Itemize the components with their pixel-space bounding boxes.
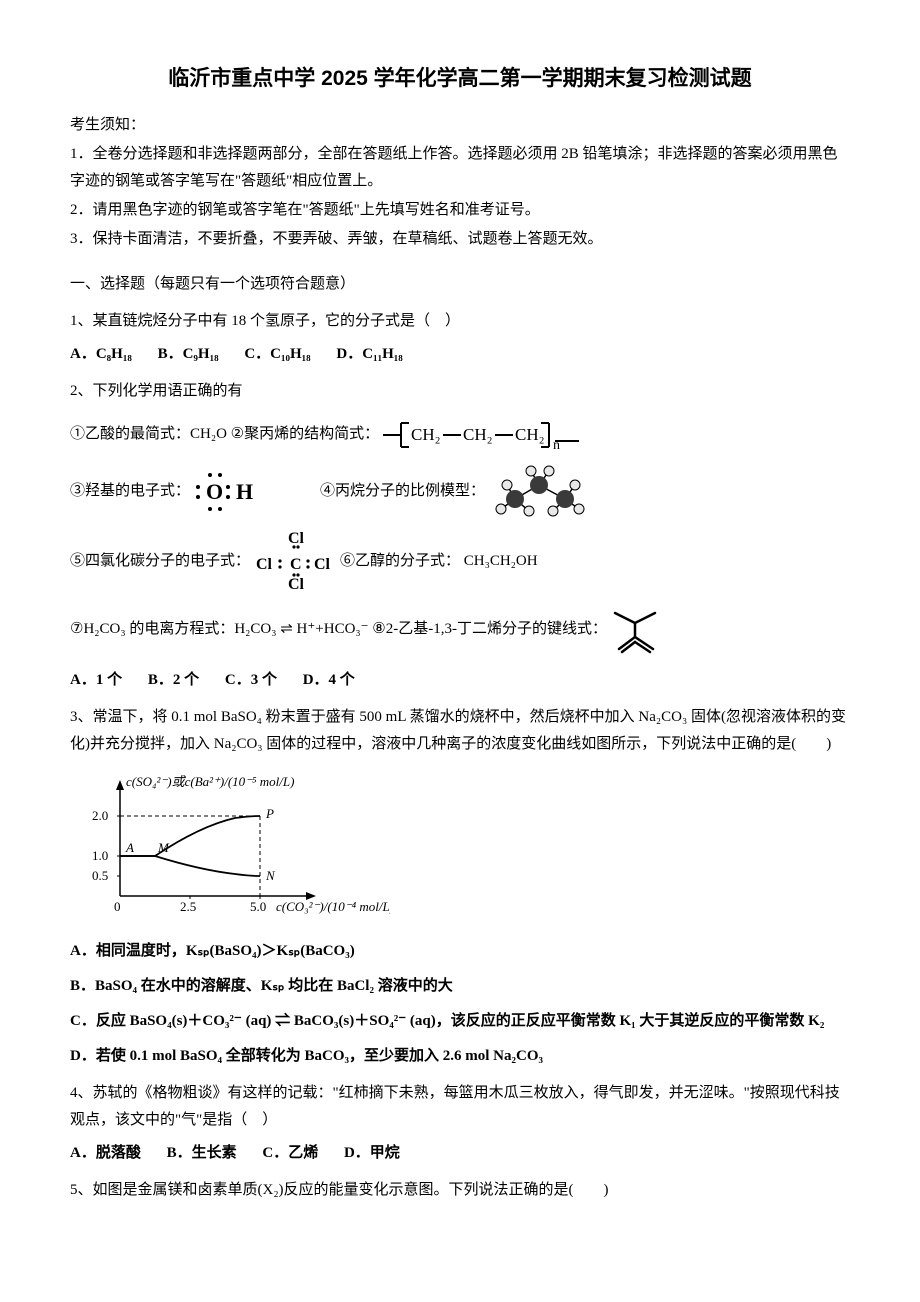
- section-1-header: 一、选择题（每题只有一个选项符合题意）: [70, 271, 850, 298]
- q2-options: A．1 个 B．2 个 C．3 个 D．4 个: [70, 667, 850, 694]
- q4-opt-a: A．脱落酸: [70, 1145, 141, 1161]
- q3-opt-d: D．若使 0.1 mol BaSO₄ 全部转化为 BaCO₃，至少要加入 2.6…: [70, 1043, 850, 1070]
- q2-item34: ③羟基的电子式： O H ④丙烷分子的比例模型：: [70, 465, 850, 519]
- q2-item56: ⑤四氯化碳分子的电子式： Cl Cl Cl Cl C ⑥乙醇的分子式： CH₃C…: [70, 531, 850, 593]
- q2-stem: 2、下列化学用语正确的有: [70, 378, 850, 405]
- q1-stem: 1、某直链烷烃分子中有 18 个氢原子，它的分子式是（ ）: [70, 308, 850, 335]
- bondline-diene-icon: [607, 605, 697, 655]
- svg-text:O: O: [206, 479, 223, 504]
- q2-opt-d: D．4 个: [303, 672, 355, 688]
- q1-opt-a: A．C₈H₁₈: [70, 346, 132, 362]
- q5-stem: 5、如图是金属镁和卤素单质(X₂)反应的能量变化示意图。下列说法正确的是( ): [70, 1177, 850, 1204]
- svg-text:N: N: [265, 868, 276, 883]
- q4-options: A．脱落酸 B．生长素 C．乙烯 D．甲烷: [70, 1140, 850, 1167]
- q3-stem: 3、常温下，将 0.1 mol BaSO₄ 粉末置于盛有 500 mL 蒸馏水的…: [70, 704, 850, 758]
- svg-text:5.0: 5.0: [250, 899, 266, 914]
- svg-text:Cl: Cl: [314, 556, 331, 573]
- svg-text:CH₂: CH₂: [515, 425, 545, 444]
- svg-text:C: C: [290, 556, 302, 573]
- page-title: 临沂市重点中学 2025 学年化学高二第一学期期末复习检测试题: [70, 60, 850, 98]
- q2-item78-text: ⑦H₂CO₃ 的电离方程式：H₂CO₃ ⇌ H⁺+HCO₃⁻ ⑧2-乙基-1,3…: [70, 616, 607, 643]
- q4-opt-b: B．生长素: [167, 1145, 237, 1161]
- q2-item12-text: ①乙酸的最简式：CH₂O ②聚丙烯的结构简式：: [70, 421, 379, 448]
- notice-line-3: 3．保持卡面清洁，不要折叠，不要弄破、弄皱，在草稿纸、试题卷上答题无效。: [70, 226, 850, 253]
- polymer-structure-icon: CH₂ CH₂ CH₂ n: [379, 417, 589, 453]
- notice-header: 考生须知：: [70, 112, 850, 139]
- q4-stem: 4、苏轼的《格物粗谈》有这样的记载："红柿摘下未熟，每篮用木瓜三枚放入，得气即发…: [70, 1080, 850, 1134]
- svg-text:Cl: Cl: [288, 531, 305, 547]
- q3-opt-a: A．相同温度时，Kₛₚ(BaSO₄)＞Kₛₚ(BaCO₃): [70, 938, 850, 965]
- propane-model-icon: [485, 465, 595, 519]
- q2-item3-text: ③羟基的电子式：: [70, 478, 190, 505]
- svg-text:CH₂: CH₂: [411, 425, 441, 444]
- svg-text:Cl: Cl: [256, 556, 273, 573]
- q2-item78: ⑦H₂CO₃ 的电离方程式：H₂CO₃ ⇌ H⁺+HCO₃⁻ ⑧2-乙基-1,3…: [70, 605, 850, 655]
- notice-line-1: 1．全卷分选择题和非选择题两部分，全部在答题纸上作答。选择题必须用 2B 铅笔填…: [70, 141, 850, 195]
- ccl4-lewis-icon: Cl Cl Cl Cl C: [250, 531, 340, 593]
- q2-item6-text: ⑥乙醇的分子式： CH₃CH₂OH: [340, 548, 538, 575]
- svg-text:c(SO₄²⁻)或c(Ba²⁺)/(10⁻⁵ mol/L): c(SO₄²⁻)或c(Ba²⁺)/(10⁻⁵ mol/L): [126, 774, 294, 789]
- svg-text:2.0: 2.0: [92, 808, 108, 823]
- svg-text:M: M: [157, 840, 170, 855]
- svg-text:1.0: 1.0: [92, 848, 108, 863]
- q3-opt-b: B．BaSO₄ 在水中的溶解度、Kₛₚ 均比在 BaCl₂ 溶液中的大: [70, 973, 850, 1000]
- svg-text:H: H: [236, 479, 253, 504]
- q1-options: A．C₈H₁₈ B．C₉H₁₈ C．C₁₀H₁₈ D．C₁₁H₁₈: [70, 341, 850, 368]
- q4-opt-c: C．乙烯: [262, 1145, 318, 1161]
- q2-opt-a: A．1 个: [70, 672, 122, 688]
- notice-line-2: 2．请用黑色字迹的钢笔或答字笔在"答题纸"上先填写姓名和准考证号。: [70, 197, 850, 224]
- q2-item4-text: ④丙烷分子的比例模型：: [320, 478, 485, 505]
- q1-opt-d: D．C₁₁H₁₈: [336, 346, 402, 362]
- q3-opt-c: C．反应 BaSO₄(s)＋CO₃²⁻ (aq) ⇌ BaCO₃(s)＋SO₄²…: [70, 1008, 850, 1035]
- q1-opt-b: B．C₉H₁₈: [158, 346, 219, 362]
- svg-text:CH₂: CH₂: [463, 425, 493, 444]
- q2-item12: ①乙酸的最简式：CH₂O ②聚丙烯的结构简式： CH₂ CH₂ CH₂ n: [70, 417, 850, 453]
- svg-text:0: 0: [114, 899, 121, 914]
- svg-text:Cl: Cl: [288, 576, 305, 593]
- svg-text:2.5: 2.5: [180, 899, 196, 914]
- q2-opt-b: B．2 个: [148, 672, 199, 688]
- q4-opt-d: D．甲烷: [344, 1145, 400, 1161]
- svg-text:c(CO₃²⁻)/(10⁻⁴ mol/L): c(CO₃²⁻)/(10⁻⁴ mol/L): [276, 899, 390, 914]
- svg-text:P: P: [265, 806, 274, 821]
- q3-chart: 0.5 1.0 2.0 0 2.5 5.0 A M P N c(SO₄²⁻)或c…: [70, 766, 850, 926]
- q2-item5-text: ⑤四氯化碳分子的电子式：: [70, 548, 250, 575]
- svg-text:0.5: 0.5: [92, 868, 108, 883]
- q1-opt-c: C．C₁₀H₁₈: [244, 346, 310, 362]
- svg-text:A: A: [125, 840, 134, 855]
- hydroxyl-lewis-icon: O H: [190, 469, 260, 515]
- q2-opt-c: C．3 个: [225, 672, 277, 688]
